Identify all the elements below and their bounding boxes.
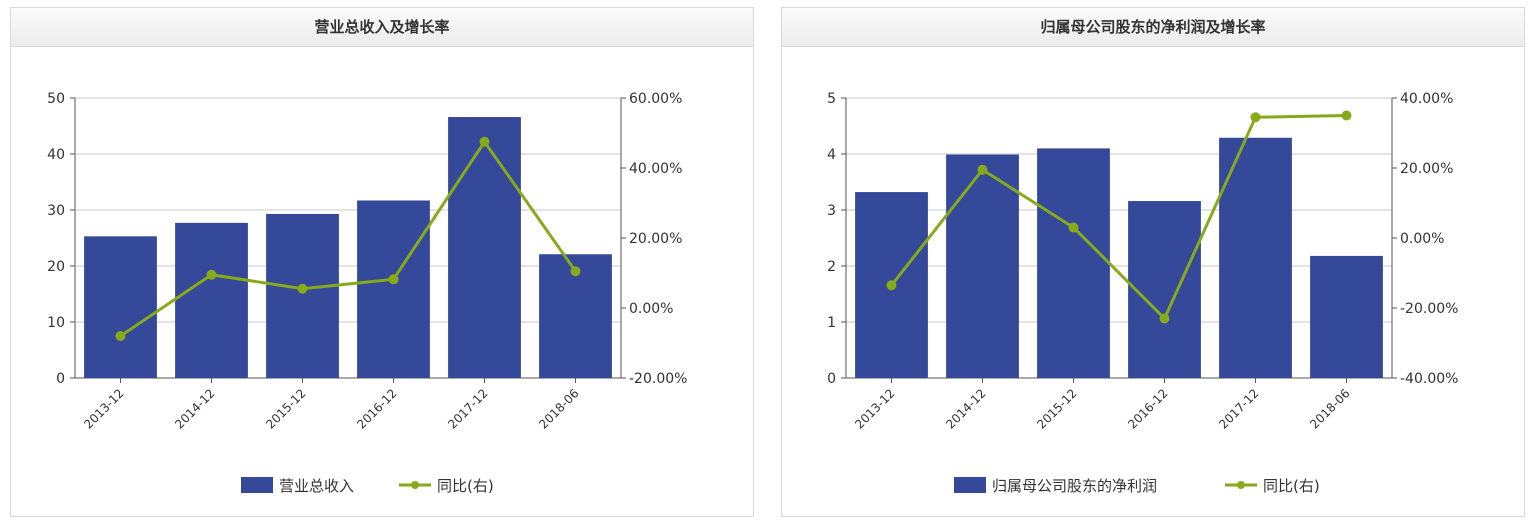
y2-tick-label: -40.00% (1400, 371, 1458, 387)
legend-bar-swatch (954, 477, 986, 493)
y-tick-label: 4 (827, 147, 836, 163)
revenue-chart: 0 10 20 30 40 50 -20.00% 0.00% 20.00% 40.00% 60.00… (47, 91, 687, 495)
y2-tick-label: 0.00% (629, 301, 673, 317)
y-tick-label: 2 (827, 259, 836, 275)
growth-point (1159, 313, 1170, 324)
x-tick-label: 2018-06 (536, 386, 581, 431)
x-tick-label: 2018-06 (1307, 386, 1352, 431)
growth-point (886, 280, 897, 291)
legend-bar-label: 营业总收入 (279, 477, 354, 495)
x-tick-label: 2017-12 (1216, 386, 1261, 431)
y2-tick-label: 20.00% (1400, 161, 1453, 177)
bar (448, 117, 521, 378)
y-tick-label: 3 (827, 203, 836, 219)
growth-point (115, 331, 126, 341)
legend-line-marker (411, 481, 419, 489)
y-tick-label: 0 (56, 371, 65, 387)
x-tick-label: 2014-12 (943, 386, 988, 431)
x-tick-label: 2013-12 (852, 386, 897, 431)
legend-line-label: 同比(右) (437, 477, 494, 495)
x-tick-label: 2017-12 (445, 386, 490, 431)
bar (266, 213, 339, 378)
x-tick-label: 2016-12 (354, 386, 399, 431)
y-tick-label: 50 (47, 91, 65, 107)
legend-line-label: 同比(右) (1263, 477, 1320, 495)
growth-line (119, 139, 577, 338)
bar (1128, 201, 1201, 378)
x-tick-label: 2016-12 (1125, 386, 1170, 431)
bar (946, 154, 1019, 378)
growth-point (297, 283, 308, 294)
legend-bar-swatch (241, 477, 273, 493)
growth-point (1068, 222, 1079, 233)
x-tick-label: 2015-12 (263, 386, 308, 431)
y-tick-label: 1 (827, 315, 836, 331)
y-tick-label: 30 (47, 203, 65, 219)
y-tick-label: 0 (827, 371, 836, 387)
x-tick-label: 2014-12 (172, 386, 217, 431)
bar (1219, 137, 1292, 378)
bar (1310, 255, 1383, 378)
bar (357, 200, 430, 378)
growth-point (479, 136, 490, 147)
y-tick-label: 5 (827, 91, 836, 107)
y2-tick-label: 60.00% (629, 91, 682, 107)
y-tick-label: 20 (47, 259, 65, 275)
y2-tick-label: 0.00% (1400, 231, 1444, 247)
y-tick-label: 10 (47, 315, 65, 331)
x-tick-label: 2013-12 (81, 386, 126, 431)
growth-line (890, 114, 1347, 322)
net-profit-chart-panel: 归属母公司股东的净利润及增长率 0 1 2 3 4 5 -40.00% -20.00% 0.00… (781, 7, 1525, 517)
growth-point (388, 274, 399, 285)
bar (1037, 148, 1110, 378)
net-profit-chart-title: 归属母公司股东的净利润及增长率 (782, 8, 1524, 47)
legend-bar-label: 归属母公司股东的净利润 (992, 477, 1157, 495)
y2-tick-label: -20.00% (1400, 301, 1458, 317)
y2-tick-label: 40.00% (1400, 91, 1453, 107)
bar (84, 236, 157, 378)
growth-point (977, 164, 988, 175)
bar (175, 222, 248, 378)
revenue-chart-title: 营业总收入及增长率 (11, 8, 753, 47)
growth-point (570, 266, 581, 277)
x-tick-label: 2015-12 (1034, 386, 1079, 431)
net-profit-chart: 0 1 2 3 4 5 -40.00% -20.00% 0.00% 20.00% 40.00% 201… (827, 91, 1458, 495)
legend-line-marker (1237, 481, 1245, 489)
y2-tick-label: -20.00% (629, 371, 687, 387)
growth-point (1341, 110, 1352, 121)
revenue-chart-panel: 营业总收入及增长率 0 10 20 30 40 50 -20.00% 0.00% 20.00% 4… (10, 7, 754, 517)
y-tick-label: 40 (47, 147, 65, 163)
growth-point (206, 269, 217, 280)
y2-tick-label: 40.00% (629, 161, 682, 177)
y2-tick-label: 20.00% (629, 231, 682, 247)
growth-point (1250, 112, 1261, 123)
